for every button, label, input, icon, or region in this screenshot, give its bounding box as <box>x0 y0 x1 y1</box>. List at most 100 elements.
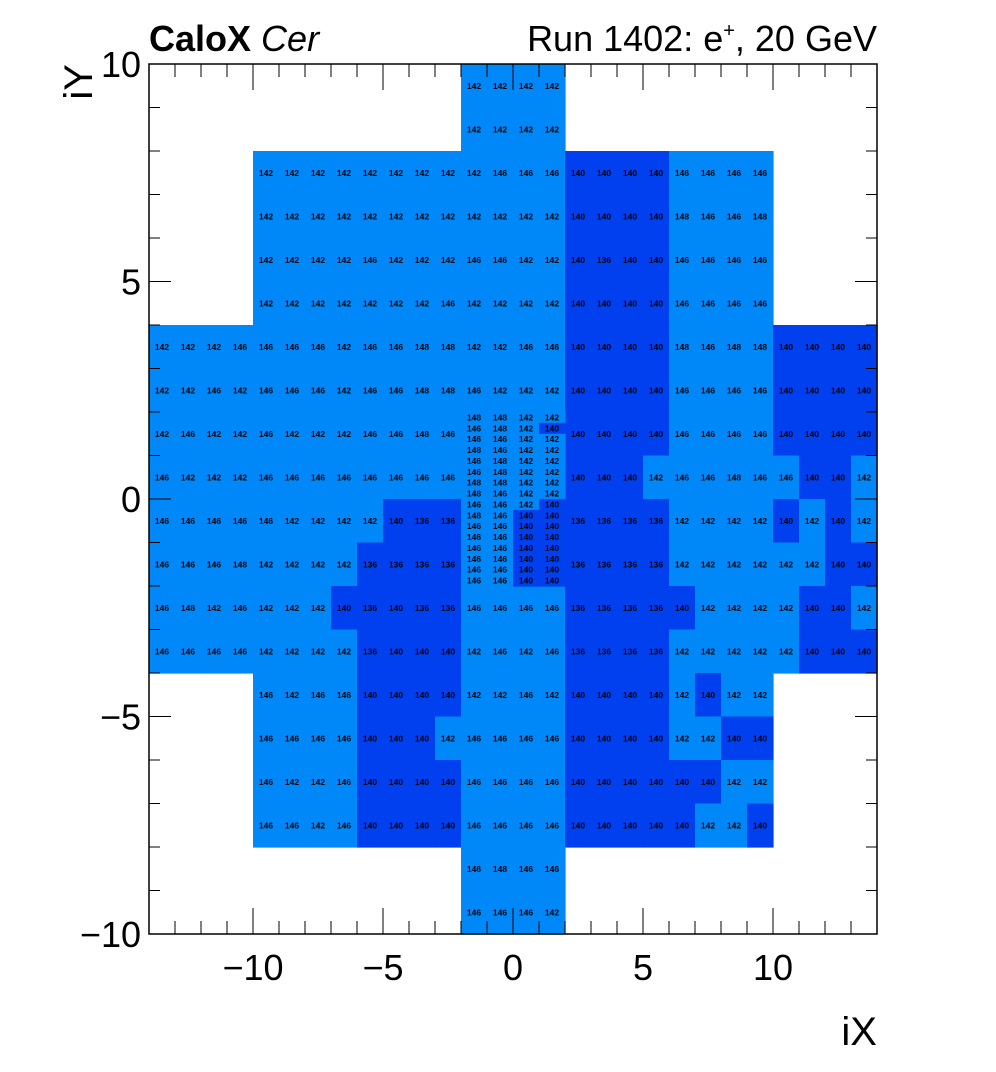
heatmap-cell <box>305 325 332 370</box>
cell-value-label: 136 <box>623 646 637 656</box>
x-axis-title: iX <box>841 1010 877 1054</box>
heatmap-cell <box>305 368 332 413</box>
heatmap-cell <box>721 412 748 457</box>
heatmap-cell <box>565 151 592 196</box>
cell-value-label: 142 <box>467 211 481 221</box>
heatmap-cell <box>539 477 566 489</box>
heatmap-cell <box>669 673 696 718</box>
cell-value-label: 140 <box>545 423 559 433</box>
cell-value-label: 140 <box>571 733 585 743</box>
cell-value-label: 140 <box>623 472 637 482</box>
heatmap-cell <box>591 629 618 674</box>
heatmap-cell <box>305 673 332 718</box>
heatmap-cell <box>409 325 436 370</box>
cell-value-label: 140 <box>831 603 845 613</box>
heatmap-cell <box>617 325 644 370</box>
heatmap-cell <box>435 368 462 413</box>
heatmap-cell <box>357 803 384 848</box>
heatmap-cell <box>305 499 332 544</box>
cell-value-label: 142 <box>519 298 533 308</box>
heatmap-cell <box>539 890 566 935</box>
heatmap-cell <box>487 499 514 511</box>
heatmap-cell <box>331 281 358 326</box>
heatmap-cell <box>721 586 748 631</box>
cell-value-label: 142 <box>337 516 351 526</box>
heatmap-cell <box>331 629 358 674</box>
cell-value-label: 146 <box>259 429 273 439</box>
heatmap-cell <box>305 281 332 326</box>
heatmap-cell <box>201 542 228 587</box>
cell-value-label: 142 <box>519 489 533 499</box>
cell-value-label: 142 <box>285 646 299 656</box>
cell-value-label: 140 <box>389 516 403 526</box>
cell-value-label: 140 <box>623 429 637 439</box>
cell-value-label: 140 <box>519 576 533 586</box>
cell-value-label: 142 <box>519 211 533 221</box>
heatmap-cell <box>513 368 540 413</box>
cell-value-label: 146 <box>753 168 767 178</box>
cell-value-label: 142 <box>753 516 767 526</box>
cell-value-label: 140 <box>831 646 845 656</box>
heatmap-cell <box>591 368 618 413</box>
heatmap-cell <box>383 760 410 805</box>
cell-value-label: 146 <box>493 434 507 444</box>
cell-value-label: 140 <box>649 820 663 830</box>
cell-value-label: 142 <box>493 342 507 352</box>
heatmap-cell <box>539 433 566 446</box>
heatmap-cell <box>851 542 878 587</box>
cell-value-label: 140 <box>519 532 533 542</box>
cell-value-label: 146 <box>441 298 455 308</box>
run-suffix-text: , 20 GeV <box>735 18 877 59</box>
cell-value-label: 142 <box>155 429 169 439</box>
heatmap-cells <box>149 64 878 935</box>
heatmap-cell <box>435 586 462 631</box>
cell-value-label: 142 <box>389 255 403 265</box>
cell-value-label: 146 <box>389 429 403 439</box>
heatmap-cell <box>487 433 514 446</box>
heatmap-cell <box>409 716 436 761</box>
cell-value-label: 146 <box>155 516 169 526</box>
cell-value-label: 140 <box>519 510 533 520</box>
cell-value-label: 146 <box>285 733 299 743</box>
heatmap-cell <box>747 716 774 761</box>
heatmap-cell <box>461 803 488 848</box>
heatmap-cell <box>695 194 722 239</box>
cell-value-label: 146 <box>259 733 273 743</box>
heatmap-cell <box>825 542 852 587</box>
cell-value-label: 140 <box>623 820 637 830</box>
cell-value-label: 142 <box>233 429 247 439</box>
heatmap-cell <box>513 673 540 718</box>
heatmap-cell <box>851 455 878 500</box>
cell-value-label: 146 <box>311 472 325 482</box>
cell-value-label: 140 <box>571 298 585 308</box>
x-tick-label: 10 <box>753 947 793 988</box>
cell-value-label: 140 <box>831 516 845 526</box>
cell-value-label: 146 <box>519 864 533 874</box>
cell-value-label: 142 <box>727 559 741 569</box>
heatmap-cell <box>513 586 540 631</box>
cell-value-label: 146 <box>519 733 533 743</box>
cell-value-label: 146 <box>519 777 533 787</box>
heatmap-cell <box>253 586 280 631</box>
cell-value-label: 142 <box>233 472 247 482</box>
cell-value-label: 140 <box>701 777 715 787</box>
heatmap-cell <box>279 281 306 326</box>
cell-value-label: 146 <box>519 342 533 352</box>
cell-value-label: 140 <box>545 576 559 586</box>
cell-value-label: 142 <box>155 342 169 352</box>
heatmap-cell <box>409 238 436 283</box>
heatmap-cell <box>643 499 670 544</box>
cell-value-label: 142 <box>519 499 533 509</box>
cell-value-label: 140 <box>649 429 663 439</box>
cell-value-label: 140 <box>831 342 845 352</box>
cell-value-label: 136 <box>649 646 663 656</box>
heatmap-cell <box>487 509 514 522</box>
cell-value-label: 146 <box>467 423 481 433</box>
cell-value-label: 136 <box>623 516 637 526</box>
heatmap-cell <box>695 673 722 718</box>
heatmap-cell <box>487 151 514 196</box>
heatmap-cell <box>487 575 514 587</box>
heatmap-cell <box>175 455 202 500</box>
heatmap-cell <box>357 194 384 239</box>
heatmap-cell <box>461 575 488 587</box>
